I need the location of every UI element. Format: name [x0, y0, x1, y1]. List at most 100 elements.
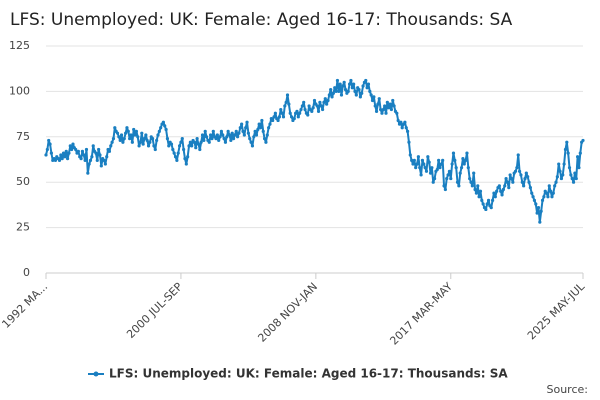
point [505, 180, 510, 184]
point [76, 149, 80, 153]
point [485, 202, 489, 206]
point [80, 149, 85, 153]
point [354, 93, 358, 97]
point [295, 109, 299, 113]
point [501, 187, 505, 192]
point [64, 149, 68, 153]
point [391, 98, 395, 103]
point [538, 220, 542, 224]
point [449, 176, 453, 181]
point [261, 129, 265, 133]
point [192, 140, 197, 144]
point [546, 195, 550, 199]
point [169, 142, 174, 146]
point [563, 147, 568, 152]
point [428, 171, 433, 175]
point [306, 113, 310, 117]
point [63, 155, 67, 159]
point [333, 86, 337, 90]
point [468, 176, 472, 181]
point [407, 140, 411, 144]
point [110, 140, 114, 144]
point [84, 147, 89, 152]
point [241, 129, 245, 133]
point [372, 95, 376, 99]
point [500, 193, 504, 197]
point [523, 176, 527, 181]
point [311, 106, 315, 110]
point [128, 137, 132, 141]
point [284, 100, 288, 104]
point [559, 176, 564, 181]
point [562, 162, 566, 166]
point [179, 140, 183, 144]
point [424, 169, 429, 173]
point [288, 111, 292, 115]
point [503, 184, 507, 188]
point [480, 198, 484, 202]
point [258, 126, 263, 130]
point [469, 180, 473, 184]
point [144, 133, 148, 137]
point [164, 127, 168, 132]
point [195, 137, 199, 141]
point [180, 137, 184, 141]
point [316, 109, 321, 113]
point [535, 211, 539, 215]
point [536, 206, 541, 210]
point [544, 191, 549, 195]
point [102, 158, 106, 163]
point [388, 102, 392, 106]
point [277, 115, 282, 119]
point [339, 93, 344, 97]
point [515, 166, 519, 170]
point [561, 173, 565, 177]
point [446, 173, 450, 177]
point [453, 158, 457, 163]
point [119, 133, 124, 137]
point [165, 137, 170, 141]
point [145, 138, 149, 143]
point [416, 155, 420, 159]
point [481, 202, 485, 206]
point [254, 133, 259, 137]
point [524, 171, 528, 175]
point [493, 195, 497, 199]
point [67, 151, 71, 155]
point [466, 166, 470, 170]
point [79, 156, 83, 161]
point [137, 144, 141, 148]
point [550, 195, 554, 199]
point [532, 198, 537, 202]
point [60, 156, 64, 161]
point [331, 91, 335, 95]
point [507, 186, 511, 190]
point [567, 166, 572, 170]
point [358, 95, 362, 99]
point [526, 175, 530, 179]
point [462, 162, 466, 166]
point [558, 169, 562, 173]
point [381, 107, 385, 112]
point [508, 173, 512, 177]
point [447, 169, 452, 173]
point [231, 137, 236, 141]
point [262, 137, 267, 141]
point [422, 162, 426, 166]
point [182, 147, 186, 152]
point [420, 158, 425, 163]
point [315, 104, 319, 108]
source: Source: [547, 383, 589, 396]
point [90, 155, 94, 159]
point [184, 162, 188, 166]
x-tick-label: 1992 MA... [0, 280, 50, 331]
point [82, 153, 86, 157]
point [325, 102, 329, 106]
point [326, 98, 330, 103]
point [173, 155, 178, 159]
point [368, 89, 372, 93]
point [105, 155, 109, 159]
point [450, 162, 454, 166]
point [256, 127, 260, 132]
point [376, 102, 380, 106]
